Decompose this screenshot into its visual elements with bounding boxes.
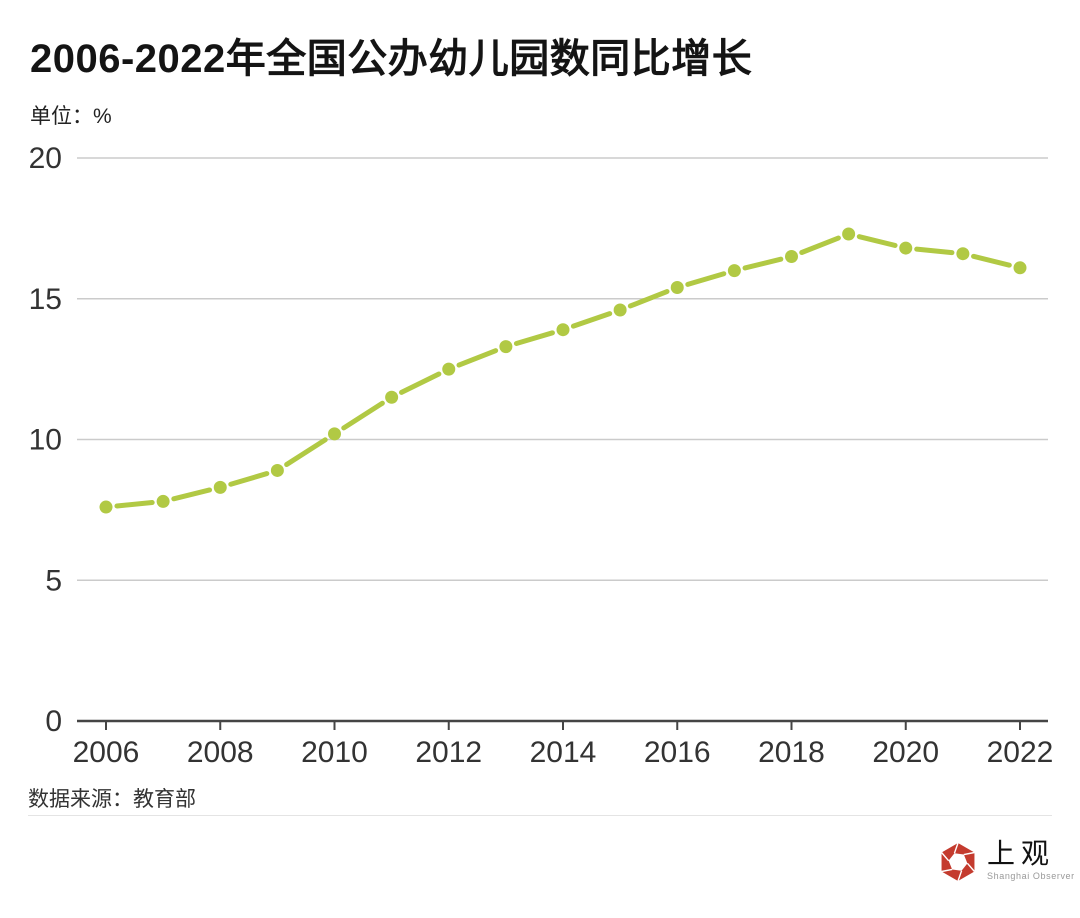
y-tick-label-10: 10	[29, 424, 62, 457]
series-segment-2007	[171, 487, 213, 502]
data-point-2014	[556, 323, 570, 337]
data-point-2008	[213, 480, 227, 494]
logo-cn-text: 上观	[987, 837, 1056, 870]
footer-divider	[28, 815, 1052, 816]
y-tick-label-5: 5	[45, 564, 62, 597]
data-point-2011	[385, 390, 399, 404]
series-segment-2008	[228, 471, 270, 487]
data-point-2019	[842, 227, 856, 241]
series-segment-2012	[456, 348, 499, 368]
x-tick-label-2014: 2014	[530, 736, 597, 769]
y-tick-label-0: 0	[45, 705, 62, 738]
data-point-2021	[956, 247, 970, 261]
series-segment-2021	[971, 253, 1012, 268]
y-tick-label-20: 20	[29, 142, 62, 175]
series-segment-2020	[914, 246, 955, 256]
data-point-2015	[613, 303, 627, 317]
series-segment-2015	[627, 289, 670, 309]
data-point-2017	[727, 264, 741, 278]
x-tick-label-2022: 2022	[987, 736, 1054, 769]
series-segment-2019	[856, 234, 898, 248]
series-segment-2017	[742, 256, 784, 271]
x-tick-label-2006: 2006	[73, 736, 140, 769]
y-tick-label-15: 15	[29, 283, 62, 316]
page-title: 2006-2022年全国公办幼儿园数同比增长	[30, 37, 753, 81]
series-segment-2018	[799, 235, 841, 255]
data-source-label: 数据来源：教育部	[28, 788, 196, 811]
data-point-2007	[156, 494, 170, 508]
data-point-2010	[328, 427, 341, 441]
series-segment-2006	[114, 500, 155, 509]
logo-en-text: Shanghai Observer	[987, 871, 1075, 881]
x-tick-label-2020: 2020	[872, 736, 939, 769]
data-point-2018	[785, 250, 798, 264]
data-point-2009	[270, 463, 284, 477]
logo-text-block: 上观 Shanghai Observer	[987, 839, 1075, 882]
data-point-2012	[442, 362, 456, 376]
series-segment-2011	[398, 371, 442, 395]
data-point-2020	[899, 241, 913, 255]
x-tick-label-2016: 2016	[644, 736, 711, 769]
data-point-2006	[99, 500, 113, 514]
series-segment-2016	[685, 271, 727, 287]
unit-label: 单位：%	[30, 105, 112, 128]
series-segment-2013	[513, 330, 555, 346]
series-segment-2014	[570, 311, 613, 329]
x-tick-label-2012: 2012	[415, 736, 482, 769]
aperture-logo-icon	[941, 842, 975, 882]
shanghai-observer-logo: 上观 Shanghai Observer	[938, 839, 1075, 883]
x-tick-label-2008: 2008	[187, 736, 254, 769]
data-point-2016	[670, 280, 684, 294]
x-tick-label-2018: 2018	[758, 736, 825, 769]
data-point-2022	[1013, 261, 1027, 275]
x-tick-label-2010: 2010	[301, 736, 368, 769]
series-segment-2009	[284, 437, 328, 468]
series-segment-2010	[341, 400, 385, 431]
data-point-2013	[499, 340, 513, 354]
